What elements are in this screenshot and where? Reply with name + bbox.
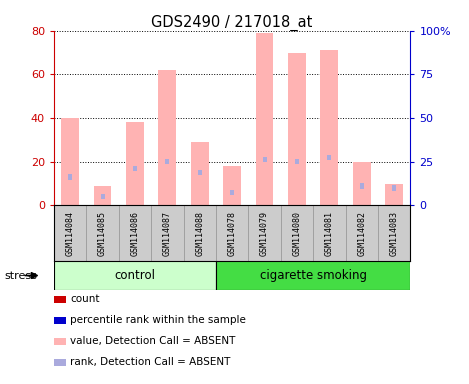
Text: GSM114078: GSM114078 (227, 211, 237, 256)
Bar (94, 186, 112, 205)
Bar (295, 159, 299, 164)
Bar (133, 166, 137, 171)
Text: GSM114081: GSM114081 (325, 211, 334, 256)
Bar (263, 157, 266, 162)
Text: GSM114087: GSM114087 (163, 211, 172, 256)
Text: GSM114086: GSM114086 (130, 211, 139, 256)
Text: GSM114088: GSM114088 (195, 211, 204, 256)
Text: GSM114085: GSM114085 (98, 211, 107, 256)
Text: GSM114083: GSM114083 (390, 211, 399, 256)
Text: stress: stress (5, 270, 38, 281)
Bar (327, 155, 331, 160)
Text: control: control (114, 269, 155, 282)
Bar (288, 53, 306, 205)
Bar (68, 174, 72, 180)
Text: value, Detection Call = ABSENT: value, Detection Call = ABSENT (70, 336, 236, 346)
Text: rank, Detection Call = ABSENT: rank, Detection Call = ABSENT (70, 358, 231, 367)
Text: GSM114080: GSM114080 (293, 211, 302, 256)
Bar (100, 194, 105, 199)
Bar (385, 184, 403, 205)
Text: GSM114082: GSM114082 (357, 211, 366, 256)
Text: GSM114079: GSM114079 (260, 211, 269, 256)
Bar (392, 185, 396, 191)
Bar (320, 50, 338, 205)
Bar (198, 170, 202, 175)
Bar (126, 122, 144, 205)
Bar (360, 183, 364, 189)
Bar (166, 159, 169, 164)
Text: cigarette smoking: cigarette smoking (260, 269, 367, 282)
Text: count: count (70, 294, 100, 304)
Bar (54, 261, 216, 290)
Bar (159, 70, 176, 205)
Bar (353, 162, 371, 205)
Text: percentile rank within the sample: percentile rank within the sample (70, 315, 246, 325)
Bar (191, 142, 209, 205)
Text: GSM114084: GSM114084 (66, 211, 75, 256)
Bar (223, 166, 241, 205)
Bar (216, 261, 410, 290)
Bar (230, 190, 234, 195)
Title: GDS2490 / 217018_at: GDS2490 / 217018_at (151, 15, 313, 31)
Bar (256, 33, 273, 205)
Bar (61, 118, 79, 205)
